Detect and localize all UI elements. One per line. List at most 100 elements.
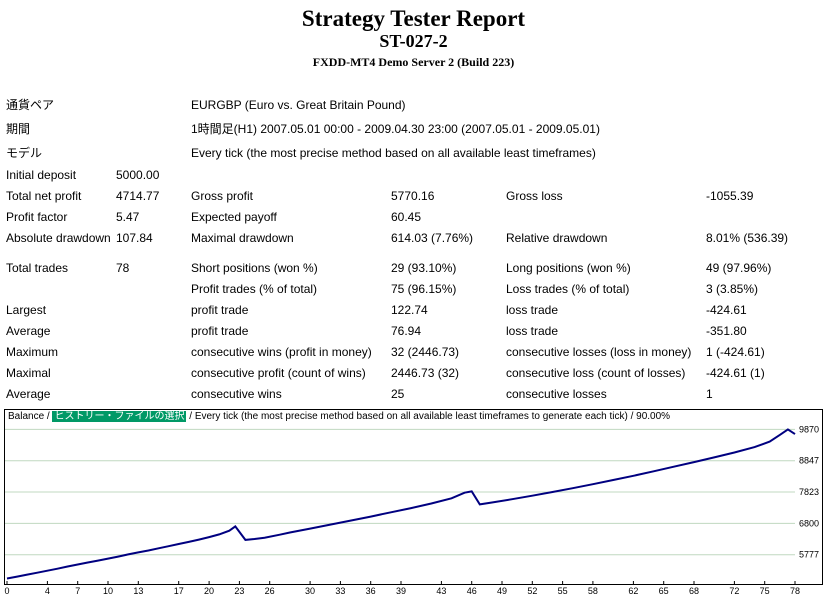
x-axis-label: 55: [557, 586, 568, 597]
x-axis-label: 26: [264, 586, 275, 597]
x-axis-label: 0: [4, 586, 10, 597]
empty-cell: [704, 206, 824, 227]
empty-cell: [114, 140, 189, 164]
stats-table: 通貨ペア EURGBP (Euro vs. Great Britain Poun…: [4, 92, 824, 404]
stat-label: profit trade: [191, 324, 249, 339]
stat-label: 1時間足(H1) 2007.05.01 00:00 - 2009.04.30 2…: [191, 122, 600, 137]
report-subtitle: ST-027-2: [379, 31, 448, 52]
stat-label: Profit factor: [6, 210, 68, 225]
x-axis-label: 13: [133, 586, 144, 597]
stat-label: 通貨ペア: [6, 98, 55, 113]
stat-label: loss trade: [506, 324, 559, 339]
stat-value: 2446.73 (32): [391, 366, 460, 381]
table-row: Total trades 78 Short positions (won %) 29 …: [4, 257, 824, 278]
stat-label: consecutive loss (count of losses): [506, 366, 686, 381]
empty-cell: [114, 116, 189, 140]
stat-label: 期間: [6, 122, 31, 137]
y-axis-label: 6800: [799, 519, 819, 529]
x-axis-label: 68: [688, 586, 699, 597]
x-axis-label: 33: [335, 586, 346, 597]
stat-value: 25: [391, 387, 405, 402]
stat-value: -424.61 (1): [706, 366, 765, 381]
x-axis-label: 65: [658, 586, 669, 597]
table-row: Average profit trade 76.94 loss trade -351.8…: [4, 320, 824, 341]
x-axis-label: 46: [466, 586, 477, 597]
table-row: Absolute drawdown 107.84 Maximal drawdown 6…: [4, 227, 824, 248]
table-row: モデル Every tick (the most precise method …: [4, 140, 824, 164]
x-axis-label: 23: [234, 586, 245, 597]
stat-value: 614.03 (7.76%): [391, 231, 474, 246]
stat-label: consecutive wins (profit in money): [191, 345, 372, 360]
stat-label: Relative drawdown: [506, 231, 608, 246]
x-axis-label: 72: [729, 586, 740, 597]
empty-cell: [504, 206, 704, 227]
x-axis-labels: 0 4 7 10 13 17 20 23 26 30 33 36 39 43 46 49 52 55 58 62 65 6…: [4, 585, 823, 599]
stat-value: 1: [706, 387, 713, 402]
stat-value: 76.94: [391, 324, 422, 339]
stat-label: Absolute drawdown: [6, 231, 111, 246]
table-row: Total net profit 4714.77 Gross profit 5770.…: [4, 185, 824, 206]
stat-value: 5770.16: [391, 189, 435, 204]
table-row: Average consecutive wins 25 consecutive los…: [4, 383, 824, 404]
stat-value: 1 (-424.61): [706, 345, 765, 360]
table-row: 通貨ペア EURGBP (Euro vs. Great Britain Poun…: [4, 92, 824, 116]
chart-title: Balance / ヒストリー・ファイルの選択 / Every tick (th…: [8, 411, 670, 423]
stat-label: Initial deposit: [6, 168, 77, 183]
x-axis-label: 10: [103, 586, 114, 597]
stat-label: Expected payoff: [191, 210, 277, 225]
x-axis-label: 7: [75, 586, 81, 597]
stat-label: profit trade: [191, 303, 249, 318]
stat-label: Total trades: [6, 261, 69, 276]
x-axis-label: 4: [44, 586, 50, 597]
chart-plot: 9870 8847 7823 6800 5777: [5, 425, 819, 585]
stat-label: Short positions (won %): [191, 261, 318, 276]
stat-value: 8.01% (536.39): [706, 231, 789, 246]
stat-label: Loss trades (% of total): [506, 282, 630, 297]
stat-value: 5000.00: [116, 168, 160, 183]
balance-line: [6, 428, 796, 580]
stat-label: EURGBP (Euro vs. Great Britain Pound): [191, 97, 406, 112]
page-title: Strategy Tester Report: [301, 6, 526, 31]
x-axis-label: 39: [395, 586, 407, 597]
x-axis-label: 78: [789, 586, 801, 597]
empty-cell: [114, 92, 189, 116]
empty-cell: [189, 164, 824, 185]
report-header: Strategy Tester Report ST-027-2 FXDD-MT4…: [0, 6, 827, 69]
chart-title-segment: / Every tick (the most precise method ba…: [186, 411, 671, 423]
empty-cell: [114, 278, 189, 299]
stat-value: 107.84: [116, 231, 153, 246]
stat-value: -351.80: [706, 324, 747, 339]
stat-label: loss trade: [506, 303, 559, 318]
stat-value: -1055.39: [706, 189, 754, 204]
table-row: 期間 1時間足(H1) 2007.05.01 00:00 - 2009.04.3…: [4, 116, 824, 140]
stat-label: consecutive losses: [506, 387, 607, 402]
stat-label: consecutive profit (count of wins): [191, 366, 366, 381]
table-row: Profit trades (% of total) 75 (96.15%) Los…: [4, 278, 824, 299]
table-row: Profit factor 5.47 Expected payoff 60.45: [4, 206, 824, 227]
stat-value: 4714.77: [116, 189, 160, 204]
server-info: FXDD-MT4 Demo Server 2 (Build 223): [312, 55, 515, 70]
y-axis-label: 8847: [799, 456, 819, 466]
x-axis-label: 52: [527, 586, 538, 597]
spacer-row: [4, 248, 824, 257]
y-axis-label: 7823: [799, 487, 819, 497]
stat-label: Maximal drawdown: [191, 231, 294, 246]
table-row: Initial deposit 5000.00: [4, 164, 824, 185]
stat-label: モデル: [6, 146, 43, 161]
stat-label: Gross loss: [506, 189, 563, 204]
stat-label: Profit trades (% of total): [191, 282, 318, 297]
x-axis-label: 75: [759, 586, 770, 597]
x-axis-label: 30: [305, 586, 316, 597]
stat-label: Maximal: [6, 366, 51, 381]
empty-cell: [4, 278, 114, 299]
chart-title-highlight: ヒストリー・ファイルの選択: [52, 411, 187, 423]
table-row: Maximal consecutive profit (count of wins…: [4, 362, 824, 383]
x-axis-label: 58: [587, 586, 598, 597]
table-row: Largest profit trade 122.74 loss trade -424.…: [4, 299, 824, 320]
stat-value: -424.61: [706, 303, 747, 318]
stat-label: Every tick (the most precise method base…: [191, 145, 596, 160]
table-row: Maximum consecutive wins (profit in money…: [4, 341, 824, 362]
stat-value: 60.45: [391, 210, 422, 225]
x-axis-label: 20: [204, 586, 215, 597]
stat-label: Average: [6, 324, 51, 339]
